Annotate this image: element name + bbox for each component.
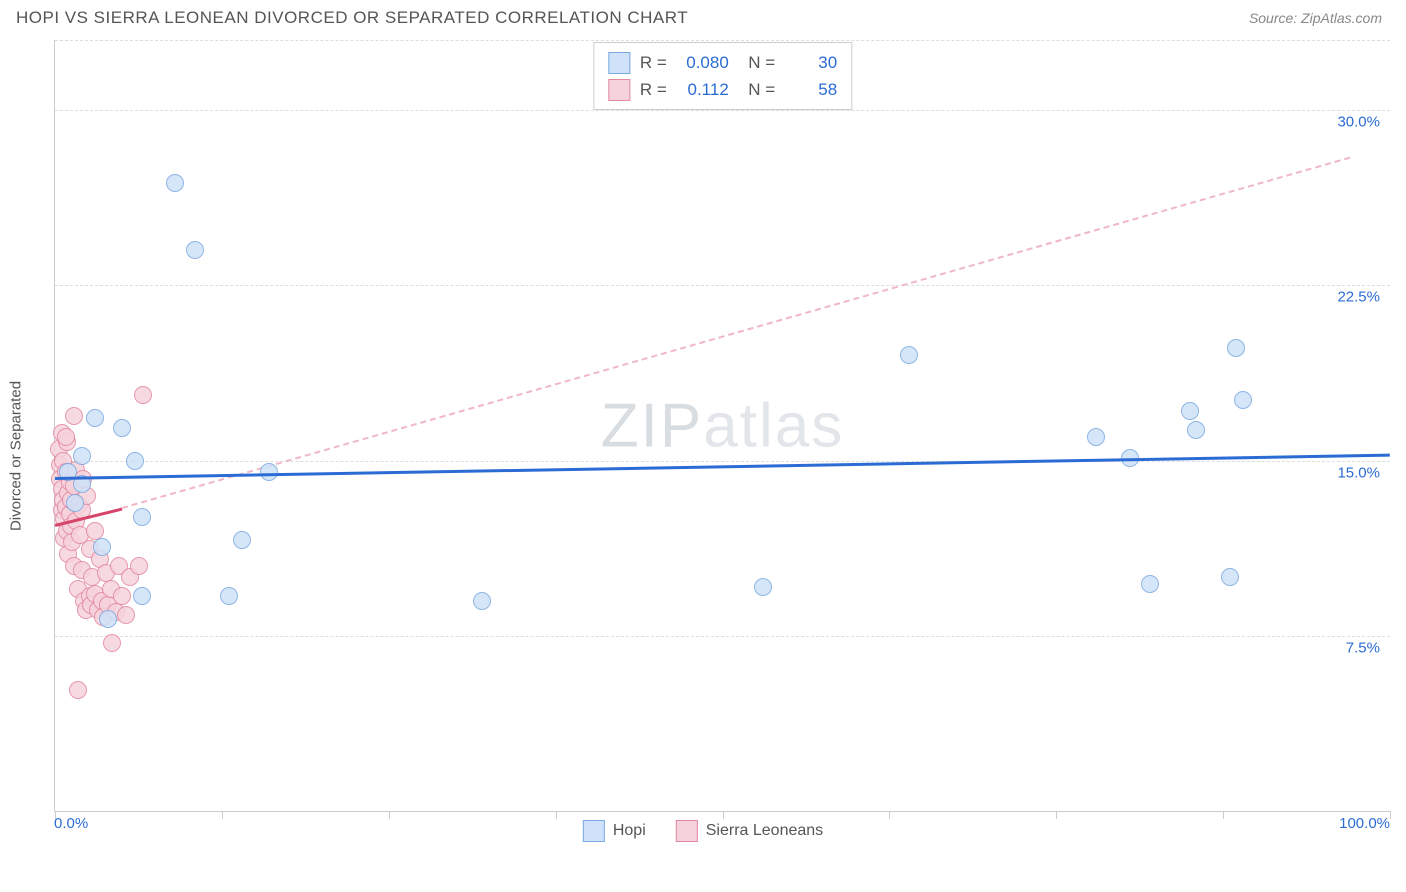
stats-sierra-r: 0.112 bbox=[677, 76, 729, 103]
x-tick bbox=[1390, 811, 1391, 819]
data-point-hopi bbox=[99, 610, 117, 628]
data-point-sierra bbox=[113, 587, 131, 605]
data-point-hopi bbox=[1221, 568, 1239, 586]
data-point-hopi bbox=[754, 578, 772, 596]
data-point-hopi bbox=[220, 587, 238, 605]
x-tick bbox=[222, 811, 223, 819]
y-tick-label: 7.5% bbox=[1346, 639, 1380, 656]
stats-row-hopi: R = 0.080 N = 30 bbox=[608, 49, 837, 76]
data-point-sierra bbox=[65, 407, 83, 425]
x-tick bbox=[1223, 811, 1224, 819]
data-point-sierra bbox=[134, 386, 152, 404]
legend-item-hopi: Hopi bbox=[583, 820, 646, 842]
stats-hopi-n: 30 bbox=[785, 49, 837, 76]
stats-row-sierra: R = 0.112 N = 58 bbox=[608, 76, 837, 103]
data-point-hopi bbox=[133, 587, 151, 605]
chart-source: Source: ZipAtlas.com bbox=[1249, 10, 1382, 26]
gridline bbox=[55, 636, 1390, 637]
data-point-hopi bbox=[1141, 575, 1159, 593]
data-point-hopi bbox=[133, 508, 151, 526]
legend-label-hopi: Hopi bbox=[613, 822, 646, 840]
x-tick bbox=[723, 811, 724, 819]
data-point-sierra bbox=[86, 522, 104, 540]
bottom-legend: Hopi Sierra Leoneans bbox=[583, 820, 823, 842]
trend-line bbox=[55, 454, 1390, 480]
data-point-hopi bbox=[1181, 402, 1199, 420]
data-point-sierra bbox=[69, 681, 87, 699]
y-tick-label: 15.0% bbox=[1337, 464, 1380, 481]
stats-sierra-n: 58 bbox=[785, 76, 837, 103]
data-point-hopi bbox=[1187, 421, 1205, 439]
data-point-hopi bbox=[900, 346, 918, 364]
y-tick-label: 22.5% bbox=[1337, 289, 1380, 306]
x-tick-label-min: 0.0% bbox=[54, 815, 88, 832]
data-point-hopi bbox=[93, 538, 111, 556]
data-point-hopi bbox=[126, 452, 144, 470]
legend-item-sierra: Sierra Leoneans bbox=[676, 820, 823, 842]
data-point-hopi bbox=[233, 531, 251, 549]
gridline bbox=[55, 285, 1390, 286]
data-point-hopi bbox=[1227, 339, 1245, 357]
trend-line-extrapolation bbox=[121, 157, 1350, 509]
y-tick-label: 30.0% bbox=[1337, 114, 1380, 131]
data-point-hopi bbox=[166, 174, 184, 192]
x-tick bbox=[889, 811, 890, 819]
watermark: ZIPatlas bbox=[601, 390, 844, 461]
data-point-hopi bbox=[73, 447, 91, 465]
data-point-hopi bbox=[86, 409, 104, 427]
data-point-hopi bbox=[473, 592, 491, 610]
legend-swatch-sierra-icon bbox=[676, 820, 698, 842]
x-tick bbox=[556, 811, 557, 819]
gridline bbox=[55, 110, 1390, 111]
chart-title: HOPI VS SIERRA LEONEAN DIVORCED OR SEPAR… bbox=[16, 8, 688, 28]
x-tick bbox=[389, 811, 390, 819]
data-point-sierra bbox=[57, 428, 75, 446]
data-point-sierra bbox=[117, 606, 135, 624]
chart-container: Divorced or Separated ZIPatlas R = 0.080… bbox=[16, 40, 1390, 872]
data-point-hopi bbox=[66, 494, 84, 512]
data-point-sierra bbox=[130, 557, 148, 575]
plot-area: ZIPatlas R = 0.080 N = 30 R = 0.112 N = … bbox=[54, 40, 1390, 812]
legend-label-sierra: Sierra Leoneans bbox=[706, 822, 823, 840]
legend-swatch-hopi-icon bbox=[583, 820, 605, 842]
data-point-hopi bbox=[113, 419, 131, 437]
gridline bbox=[55, 461, 1390, 462]
swatch-sierra-icon bbox=[608, 79, 630, 101]
x-tick bbox=[1056, 811, 1057, 819]
stats-hopi-r: 0.080 bbox=[677, 49, 729, 76]
data-point-hopi bbox=[186, 241, 204, 259]
swatch-hopi-icon bbox=[608, 52, 630, 74]
data-point-hopi bbox=[1234, 391, 1252, 409]
x-tick-label-max: 100.0% bbox=[1339, 815, 1390, 832]
data-point-sierra bbox=[103, 634, 121, 652]
data-point-hopi bbox=[1087, 428, 1105, 446]
y-axis-label: Divorced or Separated bbox=[8, 381, 25, 531]
stats-legend-box: R = 0.080 N = 30 R = 0.112 N = 58 bbox=[593, 42, 852, 110]
